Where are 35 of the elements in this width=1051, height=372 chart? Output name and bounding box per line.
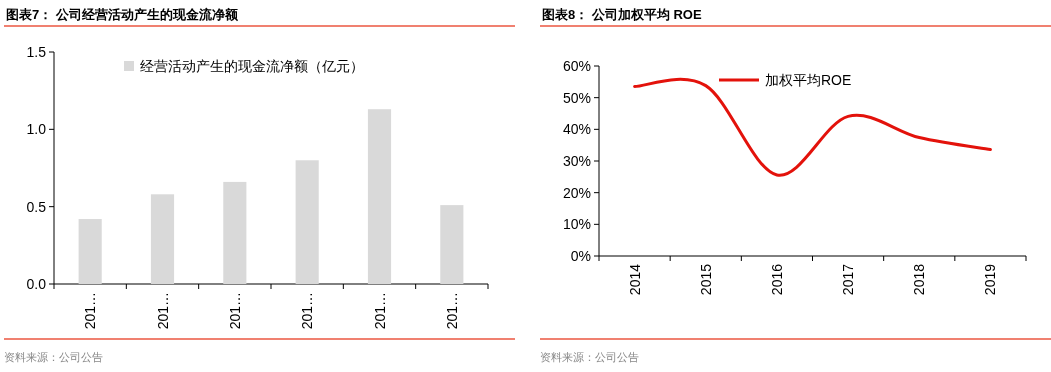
x-tick-label: 2014 bbox=[626, 263, 643, 296]
x-tick-label: 201… bbox=[226, 292, 243, 330]
x-tick-label: 201… bbox=[443, 292, 460, 330]
y-tick-label: 10% bbox=[562, 216, 591, 233]
text: 资料来源：公司公告 bbox=[540, 351, 639, 363]
x-tick-label: 2018 bbox=[911, 263, 928, 296]
legend-label: 经营活动产生的现金流净额（亿元） bbox=[140, 58, 364, 74]
bar bbox=[440, 205, 464, 284]
y-tick-label: 0.5 bbox=[26, 198, 47, 215]
bar bbox=[367, 109, 392, 284]
x-tick-label: 2017 bbox=[840, 263, 857, 296]
chart-title: 图表7： 公司经营活动产生的现金流净额 bbox=[6, 7, 239, 22]
x-tick-label: 201… bbox=[154, 292, 171, 330]
x-tick-label: 201… bbox=[82, 292, 99, 330]
y-tick-label: 1.5 bbox=[26, 44, 47, 60]
bar bbox=[223, 181, 247, 284]
bar bbox=[295, 160, 319, 284]
x-tick-label: 201… bbox=[299, 292, 316, 330]
x-tick-label: 2015 bbox=[697, 263, 714, 296]
y-tick-label: 60% bbox=[562, 58, 591, 74]
y-tick-label: 50% bbox=[562, 89, 591, 106]
bar bbox=[78, 219, 102, 284]
y-tick-label: 40% bbox=[562, 121, 591, 138]
chart-title: 图表8： 公司加权平均 ROE bbox=[542, 7, 702, 22]
x-tick-label: 2016 bbox=[768, 263, 785, 296]
y-tick-label: 0% bbox=[570, 248, 591, 264]
y-tick-label: 0.0 bbox=[26, 276, 47, 292]
y-tick-label: 30% bbox=[562, 153, 591, 169]
y-tick-label: 20% bbox=[562, 184, 591, 201]
text: 资料来源：公司公告 bbox=[4, 351, 103, 363]
x-tick-label: 2019 bbox=[982, 263, 999, 296]
x-tick-label: 201… bbox=[371, 292, 388, 330]
legend-label: 加权平均ROE bbox=[765, 72, 852, 88]
bar bbox=[150, 194, 175, 284]
y-tick-label: 1.0 bbox=[26, 121, 47, 138]
